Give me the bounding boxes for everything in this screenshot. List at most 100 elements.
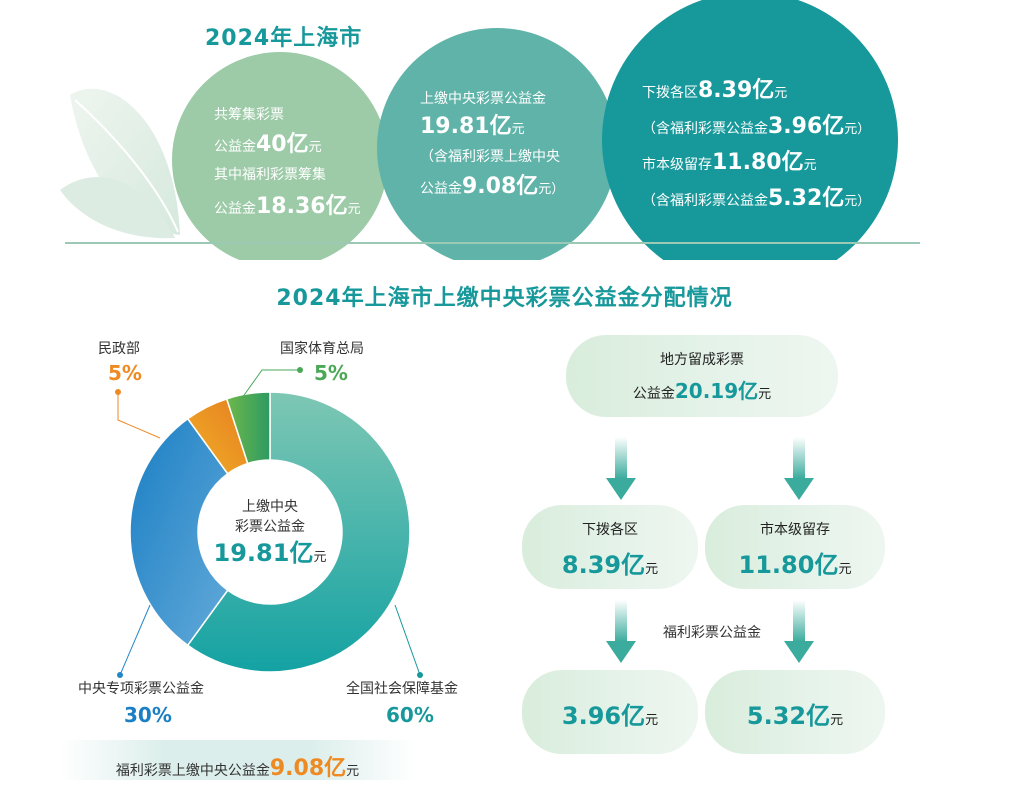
bottom-text: 福利彩票上缴中央公益金9.08亿元 bbox=[60, 750, 415, 782]
bottom-unit-big: 亿 bbox=[324, 756, 347, 781]
circle3-line4-unit: 元） bbox=[844, 194, 871, 209]
circle2-line3: （含福利彩票上缴中央 bbox=[420, 149, 560, 165]
top-title: 2024年上海市 bbox=[205, 26, 363, 51]
circle3-line1-value: 8.39 bbox=[698, 78, 753, 103]
leader-sports bbox=[241, 369, 300, 399]
pie-pct-sports: 5% bbox=[314, 361, 348, 385]
flow-br-unit: 元 bbox=[830, 713, 844, 728]
circle3-line1-prefix: 下拨各区 bbox=[642, 85, 698, 101]
flow-right-unit-big: 亿 bbox=[814, 551, 839, 579]
circle1-line4-prefix: 公益金 bbox=[214, 201, 256, 217]
pie-label-social-security: 全国社会保障基金 bbox=[346, 681, 458, 697]
flow-br-value: 5.32 bbox=[746, 702, 807, 730]
flow-bottom-right-box: 5.32亿元 bbox=[705, 670, 885, 754]
bottom-value: 9.08 bbox=[269, 756, 325, 781]
circle2-line4-unit: 元） bbox=[538, 182, 565, 197]
circle-collected bbox=[172, 52, 388, 260]
flow-bottom-left-box: 3.96亿元 bbox=[522, 670, 698, 754]
top-circles-graphic bbox=[60, 0, 898, 260]
donut-chart bbox=[115, 367, 423, 678]
pie-pct-minzheng: 5% bbox=[108, 361, 142, 385]
pie-label-sports: 国家体育总局 bbox=[280, 341, 364, 357]
leader-minzheng bbox=[117, 392, 161, 439]
donut-slice-sports bbox=[225, 391, 271, 465]
flow-top-unit: 元 bbox=[758, 387, 772, 402]
donut-leader-lines bbox=[115, 367, 423, 678]
bottom-unit: 元 bbox=[346, 764, 360, 779]
flow-br-unit-big: 亿 bbox=[806, 702, 831, 730]
leader-social-security bbox=[394, 604, 421, 676]
circle3-line2-unit-big: 亿 bbox=[822, 114, 845, 139]
flow-right-label: 市本级留存 bbox=[760, 522, 830, 538]
circle3-line1-unit: 元 bbox=[774, 86, 788, 101]
circle3-line3-unit-big: 亿 bbox=[781, 150, 804, 175]
circle1-line3: 其中福利彩票筹集 bbox=[214, 167, 326, 183]
flow-right-unit: 元 bbox=[838, 562, 852, 577]
circle2-text: 上缴中央彩票公益金 19.81亿元 （含福利彩票上缴中央 公益金9.08亿元） bbox=[420, 92, 564, 214]
donut-hole bbox=[199, 461, 341, 603]
circle3-line4-prefix: （含福利彩票公益金 bbox=[642, 193, 768, 209]
circle3-line3-prefix: 市本级留存 bbox=[642, 157, 712, 173]
circle3-line2-unit: 元） bbox=[844, 122, 871, 137]
circle1-line2-value: 40 bbox=[256, 132, 287, 157]
circle2-line4-unit-big: 亿 bbox=[516, 174, 539, 199]
circle2-line2-unit-big: 亿 bbox=[489, 114, 512, 139]
circle3-text: 下拨各区8.39亿元 （含福利彩票公益金3.96亿元） 市本级留存11.80亿元… bbox=[642, 80, 870, 226]
donut-center-label: 上缴中央 彩票公益金 19.81亿元 bbox=[200, 498, 340, 571]
circle2-line4-value: 9.08 bbox=[462, 174, 517, 199]
circle3-line2-prefix: （含福利彩票公益金 bbox=[642, 121, 768, 137]
donut-slice-social-security bbox=[186, 391, 411, 673]
donut-center-line2: 彩票公益金 bbox=[235, 518, 305, 535]
circle1-line2-prefix: 公益金 bbox=[214, 139, 256, 155]
flow-top-value: 20.19 bbox=[674, 379, 739, 403]
flow-top-label: 地方留成彩票 bbox=[660, 352, 744, 368]
flow-left-box: 下拨各区 8.39亿元 bbox=[522, 505, 698, 589]
circle1-line4-unit: 元 bbox=[347, 202, 361, 217]
circle1-line2-unit-big: 亿 bbox=[286, 132, 309, 157]
circle1-line4-unit-big: 亿 bbox=[325, 194, 348, 219]
flow-bl-value: 3.96 bbox=[561, 702, 622, 730]
flow-left-unit: 元 bbox=[645, 562, 659, 577]
leaf-decoration-icon bbox=[60, 88, 180, 239]
arrow-down-icon bbox=[606, 437, 636, 500]
leader-minzheng-dot bbox=[115, 389, 121, 395]
flow-left-label: 下拨各区 bbox=[582, 522, 638, 538]
circle2-line2-unit: 元 bbox=[511, 122, 525, 137]
arrow-down-icon bbox=[784, 437, 814, 500]
circle3-line4-value: 5.32 bbox=[768, 186, 823, 211]
bottom-prefix: 福利彩票上缴中央公益金 bbox=[115, 763, 270, 779]
leader-central-special bbox=[119, 604, 151, 676]
leader-social-security-dot bbox=[417, 672, 423, 678]
circle1-line2-unit: 元 bbox=[308, 140, 322, 155]
circle1-text: 共筹集彩票 公益金40亿元 其中福利彩票筹集 公益金18.36亿元 bbox=[214, 108, 361, 234]
flow-left-value: 8.39 bbox=[561, 551, 622, 579]
leader-central-special-dot bbox=[117, 672, 123, 678]
pie-label-minzheng: 民政部 bbox=[98, 341, 140, 357]
circle2-line4-prefix: 公益金 bbox=[420, 181, 462, 197]
flow-middle-label: 福利彩票公益金 bbox=[663, 625, 761, 641]
pie-label-central-special: 中央专项彩票公益金 bbox=[78, 681, 204, 697]
circle1-line4-value: 18.36 bbox=[256, 194, 326, 219]
donut-center-line1: 上缴中央 bbox=[242, 499, 298, 515]
pie-pct-social-security: 60% bbox=[386, 703, 434, 727]
circle3-line1-unit-big: 亿 bbox=[752, 78, 775, 103]
top-baseline bbox=[65, 242, 920, 244]
circle2-line1: 上缴中央彩票公益金 bbox=[420, 91, 546, 107]
bottom-bar-bg bbox=[60, 740, 415, 780]
flow-right-box: 市本级留存 11.80亿元 bbox=[705, 505, 885, 589]
donut-center-unit: 元 bbox=[313, 550, 327, 566]
leader-sports-dot bbox=[297, 367, 303, 373]
flow-top-unit-big: 亿 bbox=[738, 379, 759, 403]
donut-slice-central-special bbox=[129, 417, 229, 647]
circle3-line3-value: 11.80 bbox=[712, 150, 782, 175]
donut-center-unit-big: 亿 bbox=[289, 539, 314, 568]
circle3-line2-value: 3.96 bbox=[768, 114, 823, 139]
flow-left-unit-big: 亿 bbox=[621, 551, 646, 579]
flow-bl-unit: 元 bbox=[645, 713, 659, 728]
circle1-line1: 共筹集彩票 bbox=[214, 107, 284, 123]
flow-right-value: 11.80 bbox=[738, 551, 815, 579]
circle3-line3-unit: 元 bbox=[803, 158, 817, 173]
circle2-line2-value: 19.81 bbox=[420, 114, 490, 139]
circle-district bbox=[602, 0, 898, 260]
flow-bl-unit-big: 亿 bbox=[621, 702, 646, 730]
